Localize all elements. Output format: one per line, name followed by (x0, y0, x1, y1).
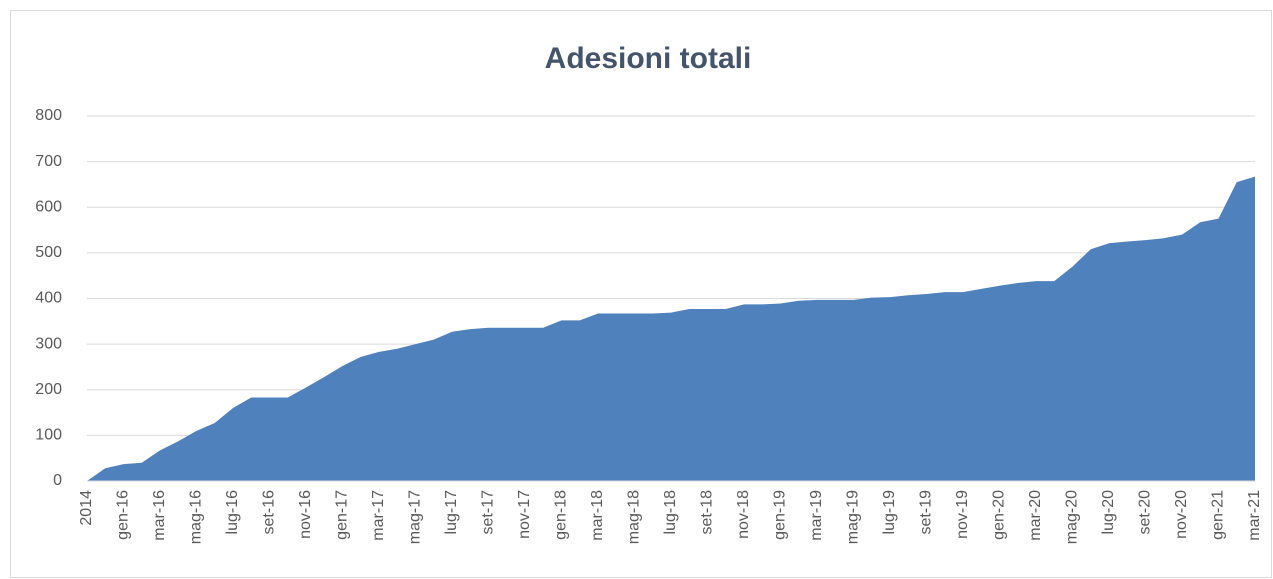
y-tick-label: 500 (35, 244, 62, 261)
x-tick-label: mag-18 (626, 490, 643, 544)
x-tick-label: set-20 (1137, 490, 1154, 535)
x-tick-label: mag-16 (188, 490, 205, 544)
y-tick-label: 300 (35, 335, 62, 352)
y-tick-label: 200 (35, 381, 62, 398)
x-tick-label: mar-19 (808, 490, 825, 541)
x-tick-label: gen-19 (772, 490, 789, 540)
x-tick-label: lug-18 (662, 490, 679, 535)
x-tick-label: mar-18 (589, 490, 606, 541)
x-tick-label: set-18 (699, 490, 716, 535)
x-tick-label: lug-16 (224, 490, 241, 535)
y-tick-label: 800 (35, 107, 62, 124)
x-tick-label: lug-17 (443, 490, 460, 535)
x-tick-label: set-16 (261, 490, 278, 535)
x-tick-label: mar-16 (151, 490, 168, 541)
x-tick-label: nov-16 (297, 490, 314, 539)
x-tick-label: mag-17 (407, 490, 424, 544)
y-tick-label: 100 (35, 427, 62, 444)
x-tick-label: mar-20 (1027, 490, 1044, 541)
y-tick-label: 400 (35, 290, 62, 307)
x-tick-label: lug-20 (1100, 490, 1117, 535)
x-tick-label: 2014 (78, 490, 95, 526)
y-tick-label: 700 (35, 153, 62, 170)
x-tick-label: set-17 (480, 490, 497, 535)
x-tick-label: gen-18 (553, 490, 570, 540)
x-tick-label: gen-16 (115, 490, 132, 540)
x-tick-label: mar-17 (370, 490, 387, 541)
x-tick-label: lug-19 (881, 490, 898, 535)
x-tick-label: mag-20 (1064, 490, 1081, 544)
y-tick-label: 0 (53, 472, 62, 489)
x-tick-label: gen-21 (1210, 490, 1227, 540)
x-tick-label: nov-20 (1173, 490, 1190, 539)
x-tick-label: mar-21 (1246, 490, 1263, 541)
y-tick-label: 600 (35, 198, 62, 215)
x-tick-label: nov-17 (516, 490, 533, 539)
x-tick-label: nov-19 (954, 490, 971, 539)
x-tick-label: set-19 (918, 490, 935, 535)
x-tick-label: nov-18 (735, 490, 752, 539)
chart-title: Adesioni totali (545, 42, 752, 75)
x-tick-label: gen-20 (991, 490, 1008, 540)
x-tick-label: gen-17 (334, 490, 351, 540)
area (87, 176, 1255, 481)
x-tick-label: mag-19 (845, 490, 862, 544)
